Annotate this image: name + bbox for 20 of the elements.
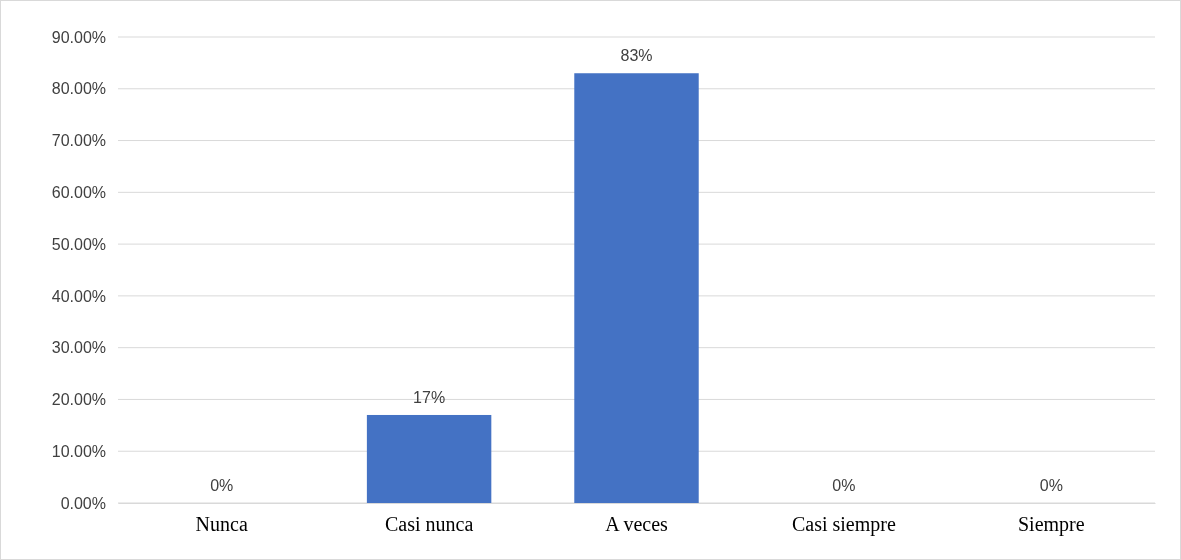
y-tick-label: 70.00% [51, 132, 106, 150]
x-tick-label: Casi nunca [384, 513, 474, 536]
y-tick-label: 40.00% [51, 287, 106, 305]
y-tick-label: 20.00% [51, 391, 106, 409]
y-tick-label: 90.00% [51, 28, 106, 46]
data-label: 0% [832, 477, 856, 494]
y-tick-label: 10.00% [51, 442, 106, 460]
y-tick-label: 80.00% [51, 80, 106, 98]
x-tick-label: Nunca [195, 513, 248, 536]
data-label: 17% [413, 388, 446, 406]
y-tick-label: 30.00% [51, 339, 106, 357]
y-tick-label: 60.00% [51, 183, 106, 201]
data-label: 0% [210, 477, 234, 494]
x-tick-label: Siempre [1017, 513, 1085, 537]
data-label: 83% [620, 47, 653, 65]
x-tick-label: Casi siempre [791, 513, 896, 537]
y-tick-label: 0.00% [60, 494, 106, 512]
x-tick-label: A veces [605, 513, 669, 536]
y-tick-label: 50.00% [51, 235, 106, 253]
data-label: 0% [1039, 477, 1063, 494]
